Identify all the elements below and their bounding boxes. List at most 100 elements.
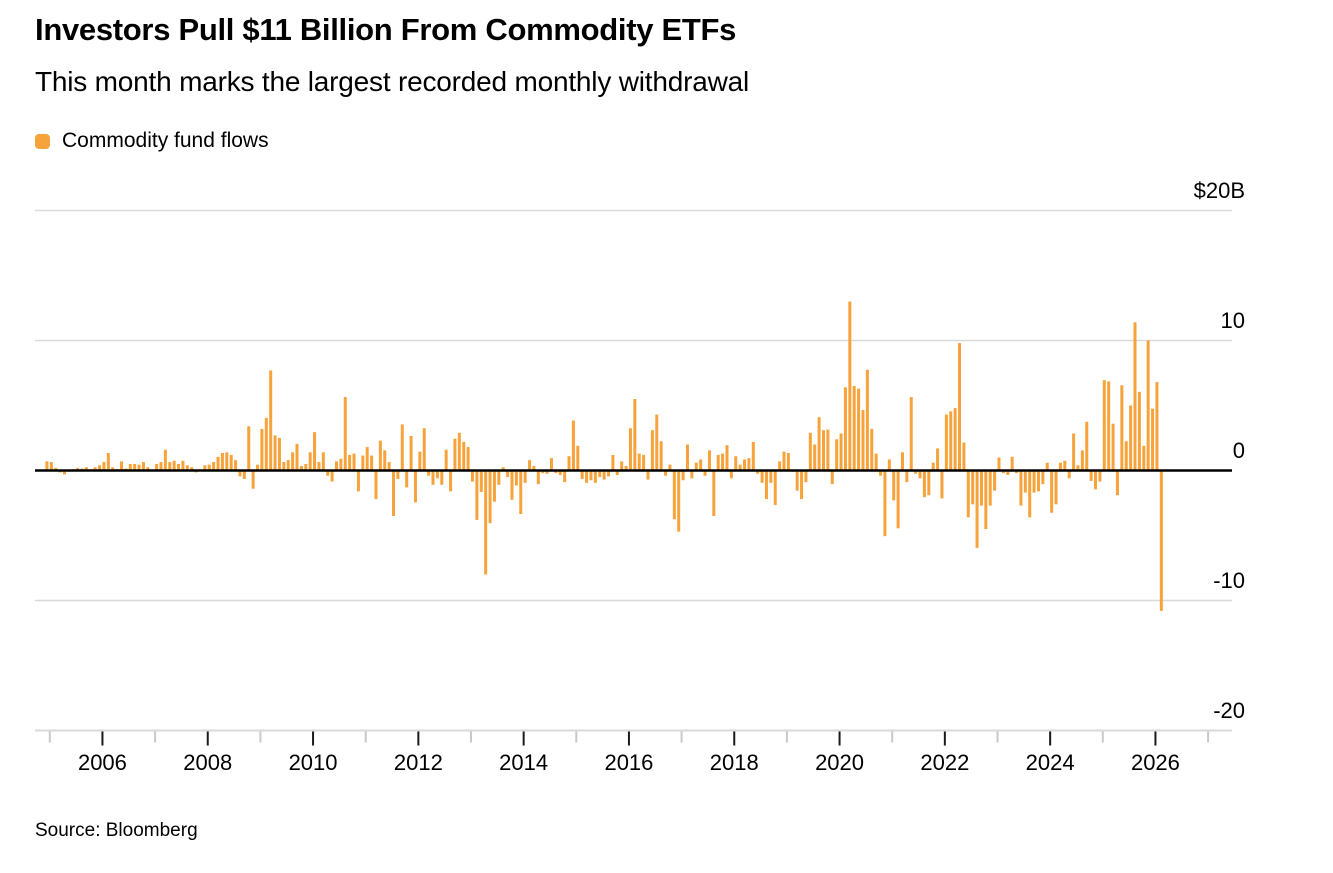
flow-bar: [1159, 470, 1163, 611]
flow-bar: [580, 470, 584, 479]
flow-bar: [620, 461, 624, 471]
flow-bar: [1050, 470, 1054, 513]
flow-bar: [615, 470, 619, 476]
flow-bar: [852, 386, 856, 471]
flow-bar: [988, 470, 992, 506]
flow-bar: [685, 444, 689, 471]
flow-bar: [128, 464, 132, 471]
flow-bar: [348, 454, 352, 471]
source-note: Source: Bloomberg: [35, 820, 198, 841]
flow-bar: [339, 458, 343, 471]
flow-bar: [163, 449, 167, 471]
flow-bar: [242, 470, 246, 479]
flow-bar: [1019, 470, 1023, 506]
flow-bar: [721, 453, 725, 471]
flow-bar: [1151, 408, 1155, 471]
flow-bar: [699, 459, 703, 471]
flow-bar: [330, 470, 334, 482]
flow-bar: [668, 464, 672, 471]
flow-bar: [883, 470, 887, 537]
flow-bar: [321, 452, 325, 471]
flow-bar: [1098, 470, 1102, 482]
flow-bar: [558, 470, 562, 476]
y-axis-label-10: 10: [1220, 307, 1245, 333]
flow-bar: [633, 399, 637, 471]
flow-bar: [1115, 470, 1119, 496]
flow-bar: [277, 438, 281, 471]
flow-bar: [45, 461, 49, 471]
flow-bar: [282, 462, 286, 471]
flow-bar: [918, 470, 922, 479]
flow-bar: [519, 470, 523, 515]
flow-bar: [839, 433, 843, 471]
flow-bar: [510, 470, 514, 500]
flow-bar: [155, 464, 159, 471]
flow-bar: [471, 470, 474, 482]
flow-bar: [251, 470, 255, 489]
flow-bar: [672, 470, 676, 520]
flow-bar: [822, 430, 825, 471]
flow-bar: [247, 426, 251, 471]
flow-bar: [453, 438, 457, 471]
flow-bar: [624, 465, 628, 471]
flow-bar: [1001, 470, 1005, 474]
flow-bar: [299, 465, 303, 471]
flow-bar: [133, 464, 137, 471]
flow-bar: [681, 470, 685, 481]
flow-bar: [392, 470, 396, 516]
flow-bar: [659, 441, 663, 471]
flow-bar: [313, 432, 317, 471]
flow-bar: [308, 452, 312, 471]
flow-bar: [958, 343, 962, 471]
flow-bar: [1006, 470, 1010, 476]
chart-subtitle: This month marks the largest recorded mo…: [35, 66, 749, 97]
flow-bar: [953, 408, 957, 471]
flow-bar: [729, 470, 733, 479]
flow-bar: [1028, 470, 1032, 518]
flow-bar: [589, 470, 593, 481]
flow-bar: [203, 465, 207, 471]
flow-bar: [317, 462, 321, 471]
flow-bar: [422, 428, 426, 471]
x-axis-label-2014: 2014: [499, 750, 549, 775]
x-axis-label-2008: 2008: [183, 750, 233, 775]
flow-bar: [343, 397, 347, 471]
flow-bar: [76, 467, 80, 471]
flow-bar: [1023, 470, 1027, 493]
flow-bar: [365, 447, 369, 471]
x-axis-label-2010: 2010: [288, 750, 338, 775]
flow-bar: [598, 470, 602, 477]
flow-bar: [1045, 462, 1049, 471]
flow-bar: [611, 454, 615, 471]
flow-bar: [1010, 456, 1014, 471]
flow-bar: [506, 470, 510, 477]
y-axis-label-20: $20B: [1193, 177, 1245, 203]
flow-bar: [462, 441, 466, 471]
flow-bar: [571, 420, 575, 471]
flow-bar: [1063, 460, 1067, 471]
flow-bar: [207, 464, 211, 471]
flow-bar: [484, 470, 488, 575]
flow-bar: [514, 470, 518, 486]
flow-bar: [1146, 340, 1150, 471]
flow-bar: [291, 452, 295, 471]
flow-bar: [743, 459, 747, 471]
flow-bar: [861, 410, 865, 471]
flow-bar: [269, 370, 273, 471]
flow-bar: [756, 470, 760, 474]
flow-bar: [607, 470, 611, 477]
x-axis-label-2020: 2020: [815, 750, 865, 775]
flow-bar: [225, 452, 229, 471]
flow-bar: [778, 461, 782, 471]
flow-bar: [800, 470, 804, 500]
flow-bar: [936, 448, 940, 471]
flow-bar: [927, 470, 931, 496]
flow-bar: [747, 458, 751, 471]
flow-bar: [984, 470, 988, 529]
flow-bar: [1129, 405, 1133, 471]
flow-bar: [1120, 385, 1124, 471]
legend-label: Commodity fund flows: [62, 129, 269, 152]
flow-bar: [703, 470, 707, 476]
flow-bar: [1089, 470, 1093, 481]
flow-bar: [435, 470, 439, 479]
